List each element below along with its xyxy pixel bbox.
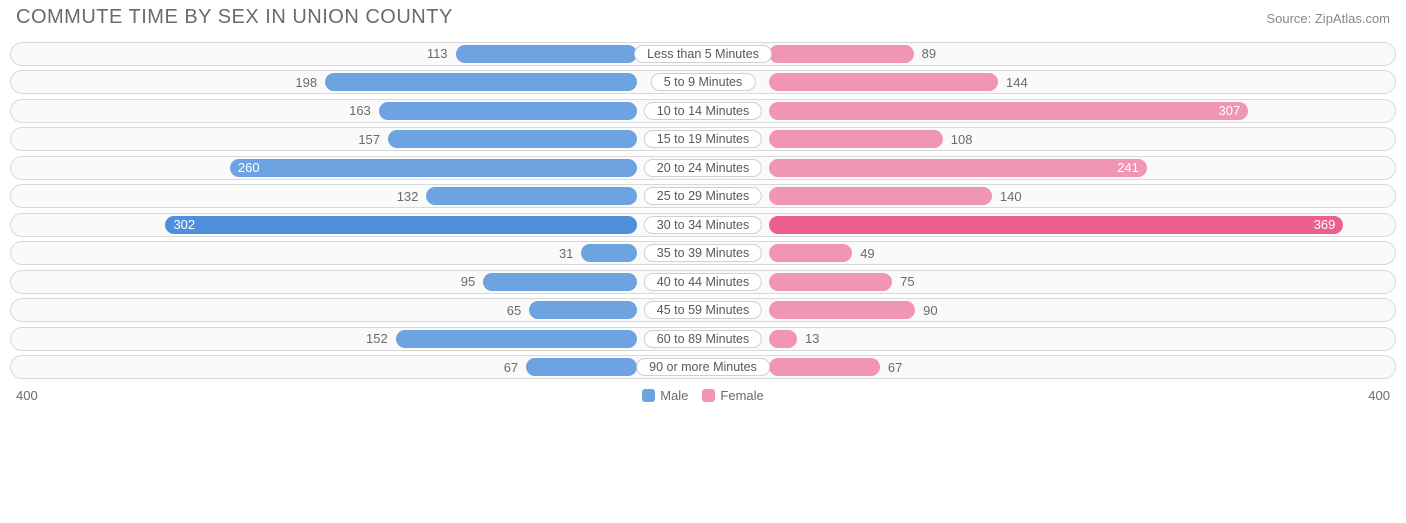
chart-title: COMMUTE TIME BY SEX IN UNION COUNTY	[16, 6, 453, 29]
category-pill: 25 to 29 Minutes	[644, 187, 762, 205]
legend-swatch	[642, 389, 655, 402]
bar-female	[769, 301, 915, 319]
bar-male	[426, 187, 637, 205]
chart-source: Source: ZipAtlas.com	[1266, 11, 1390, 26]
category-pill: 40 to 44 Minutes	[644, 273, 762, 291]
category-pill: 20 to 24 Minutes	[644, 159, 762, 177]
bar-male	[379, 102, 637, 120]
legend-label: Male	[660, 388, 688, 403]
bar-female	[769, 358, 880, 376]
bar-male: 302	[165, 216, 637, 234]
bar-male	[388, 130, 637, 148]
category-pill: Less than 5 Minutes	[634, 45, 772, 63]
bar-male-value: 260	[230, 160, 268, 175]
chart-row: 65 90 45 to 59 Minutes	[10, 298, 1396, 322]
bar-female-value: 140	[994, 185, 1028, 207]
bar-male-value: 65	[501, 299, 527, 321]
bar-female	[769, 130, 943, 148]
chart-row: 163 307 10 to 14 Minutes	[10, 99, 1396, 123]
bar-female-value: 89	[916, 43, 942, 65]
bar-male	[581, 244, 637, 262]
category-pill: 45 to 59 Minutes	[644, 301, 762, 319]
bar-male-value: 95	[455, 271, 481, 293]
bar-male-value: 163	[343, 100, 377, 122]
bar-female	[769, 73, 998, 91]
bar-female-value: 67	[882, 356, 908, 378]
bar-female-value: 369	[1306, 217, 1344, 232]
bar-male	[456, 45, 637, 63]
bar-female-value: 13	[799, 328, 825, 350]
bar-female: 307	[769, 102, 1248, 120]
bar-male	[396, 330, 637, 348]
bar-male-value: 302	[165, 217, 203, 232]
bar-female	[769, 187, 992, 205]
category-pill: 10 to 14 Minutes	[644, 102, 762, 120]
category-pill: 30 to 34 Minutes	[644, 216, 762, 234]
bar-female	[769, 244, 852, 262]
bar-male	[529, 301, 637, 319]
bar-male-value: 113	[421, 43, 454, 65]
bar-male-value: 198	[289, 71, 323, 93]
bar-male-value: 67	[498, 356, 524, 378]
bar-male: 260	[230, 159, 637, 177]
bar-male-value: 152	[360, 328, 394, 350]
bar-male-value: 31	[553, 242, 579, 264]
bar-female: 241	[769, 159, 1147, 177]
bar-female-value: 108	[945, 128, 979, 150]
bar-male-value: 132	[391, 185, 425, 207]
chart-row: 95 75 40 to 44 Minutes	[10, 270, 1396, 294]
chart-rows: 113 89 Less than 5 Minutes 198 144 5 to 9 Min…	[10, 42, 1396, 380]
category-pill: 90 or more Minutes	[636, 358, 770, 376]
legend-item-male: Male	[642, 388, 688, 403]
axis-right-max: 400	[1368, 388, 1390, 403]
bar-male	[526, 358, 637, 376]
bar-female	[769, 273, 892, 291]
axis-left-max: 400	[16, 388, 38, 403]
legend-item-female: Female	[702, 388, 763, 403]
bar-female-value: 90	[917, 299, 943, 321]
bar-female-value: 75	[894, 271, 920, 293]
bar-male-value: 157	[352, 128, 386, 150]
chart-row: 113 89 Less than 5 Minutes	[10, 42, 1396, 66]
bar-female	[769, 330, 797, 348]
bar-female-value: 307	[1211, 103, 1249, 118]
bar-female-value: 241	[1109, 160, 1147, 175]
chart-row: 132 140 25 to 29 Minutes	[10, 184, 1396, 208]
category-pill: 35 to 39 Minutes	[644, 244, 762, 262]
bar-female-value: 144	[1000, 71, 1034, 93]
chart-row: 31 49 35 to 39 Minutes	[10, 241, 1396, 265]
chart-row: 67 67 90 or more Minutes	[10, 355, 1396, 379]
bar-female: 369	[769, 216, 1343, 234]
chart-footer: 400 Male Female 400	[10, 384, 1396, 403]
category-pill: 5 to 9 Minutes	[651, 73, 756, 91]
category-pill: 15 to 19 Minutes	[644, 130, 762, 148]
legend: Male Female	[642, 388, 764, 403]
chart-row: 302 369 30 to 34 Minutes	[10, 213, 1396, 237]
legend-swatch	[702, 389, 715, 402]
chart-row: 198 144 5 to 9 Minutes	[10, 70, 1396, 94]
category-pill: 60 to 89 Minutes	[644, 330, 762, 348]
chart-row: 260 241 20 to 24 Minutes	[10, 156, 1396, 180]
legend-label: Female	[720, 388, 763, 403]
chart-row: 152 13 60 to 89 Minutes	[10, 327, 1396, 351]
bar-male	[483, 273, 637, 291]
chart-header: COMMUTE TIME BY SEX IN UNION COUNTY Sour…	[10, 6, 1396, 37]
chart-row: 157 108 15 to 19 Minutes	[10, 127, 1396, 151]
bar-male	[325, 73, 637, 91]
bar-female	[769, 45, 914, 63]
bar-female-value: 49	[854, 242, 880, 264]
